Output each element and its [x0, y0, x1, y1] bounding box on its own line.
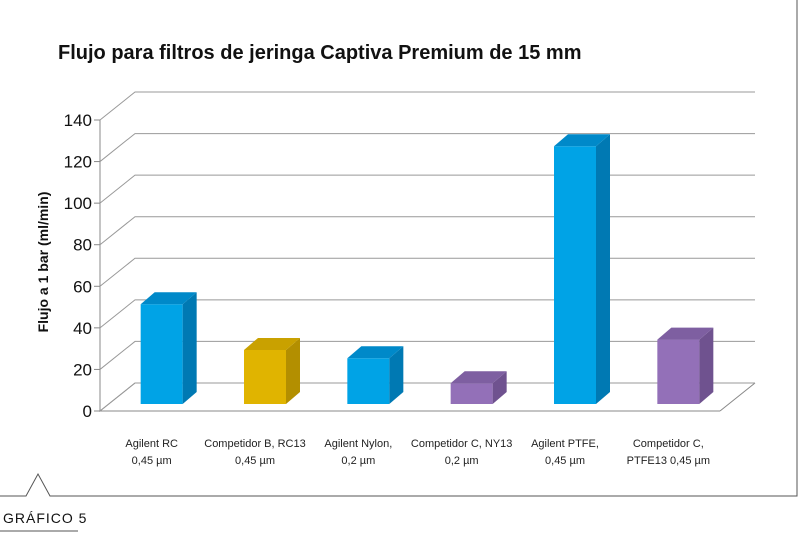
x-tick-label: 0,2 µm — [445, 455, 479, 467]
y-tick-label: 140 — [64, 111, 92, 130]
gridline — [99, 91, 755, 121]
bar-top — [347, 346, 404, 359]
bar-front — [347, 358, 390, 404]
x-tick-label: Competidor C, — [633, 438, 704, 450]
chart-walls — [99, 120, 756, 413]
bar-top — [657, 327, 714, 340]
bar-side — [182, 292, 197, 404]
x-tick-label: Agilent PTFE, — [531, 438, 599, 450]
bar-side — [699, 327, 714, 404]
x-tick-label: 0,45 µm — [132, 455, 172, 467]
gridline — [99, 340, 755, 370]
x-tick-label: PTFE13 0,45 µm — [627, 455, 710, 467]
bar-front — [554, 146, 596, 404]
bar-top — [450, 371, 507, 384]
gridline — [99, 299, 755, 329]
bars — [140, 134, 714, 404]
bar — [244, 337, 300, 404]
bar — [554, 134, 610, 404]
bar-top — [140, 292, 197, 305]
y-tick-label: 60 — [73, 277, 92, 296]
x-tick-label: Agilent Nylon, — [324, 438, 392, 450]
chart-title: Flujo para filtros de jeringa Captiva Pr… — [58, 42, 581, 64]
frame-border — [0, 0, 798, 497]
bar-side — [286, 337, 300, 404]
gridline — [99, 174, 755, 204]
gridline — [99, 257, 755, 287]
figure-label: GRÁFICO 5 — [3, 510, 88, 526]
bar — [140, 292, 197, 404]
bar-side — [596, 134, 610, 404]
x-axis-labels: Agilent RC 0,45 µm Competidor B, RC13 0,45 … — [125, 438, 710, 467]
y-tick-label: 20 — [73, 360, 92, 379]
x-tick-label: 0,2 µm — [341, 455, 375, 467]
y-tick-label: 80 — [73, 236, 92, 255]
gridlines — [99, 91, 755, 412]
bar-front — [450, 383, 493, 404]
floor-right-edge — [719, 382, 756, 412]
gridline — [99, 382, 755, 412]
y-axis-ticks: 0 20 40 60 80 100 120 140 — [64, 111, 100, 421]
gridline — [99, 216, 755, 246]
bar-side — [389, 346, 404, 404]
y-tick-label: 100 — [64, 194, 92, 213]
bar-front — [244, 349, 286, 404]
bar-side — [492, 371, 507, 404]
bar — [657, 327, 714, 404]
x-tick-label: 0,45 µm — [545, 455, 585, 467]
x-tick-label: Competidor C, NY13 — [411, 438, 513, 450]
bar — [450, 371, 507, 404]
gridline — [99, 133, 755, 162]
x-tick-label: 0,45 µm — [235, 455, 275, 467]
y-tick-label: 0 — [83, 402, 92, 421]
y-axis-label: Flujo a 1 bar (ml/min) — [35, 192, 51, 333]
bar — [347, 346, 404, 404]
y-tick-label: 120 — [64, 153, 92, 172]
y-tick-label: 40 — [73, 319, 92, 338]
x-tick-label: Competidor B, RC13 — [204, 438, 306, 450]
bar-top — [554, 134, 610, 147]
bar-top — [244, 337, 300, 350]
x-tick-label: Agilent RC — [125, 438, 178, 450]
bar-front — [657, 339, 700, 404]
bar-front — [140, 304, 183, 404]
left-wall — [99, 120, 136, 413]
